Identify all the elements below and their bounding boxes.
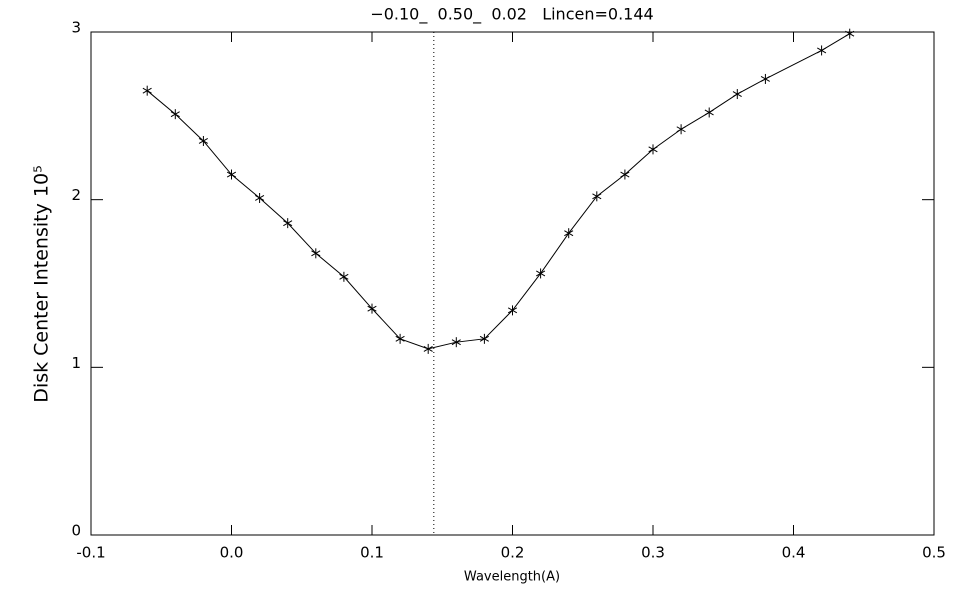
x-tick-label: 0.5 (922, 544, 946, 562)
asterisk-marker (592, 191, 602, 202)
x-tick-label: 0.1 (360, 544, 384, 562)
asterisk-marker (395, 333, 405, 344)
asterisk-marker (170, 109, 180, 120)
marker-stroke (339, 273, 349, 280)
marker-stroke (620, 171, 630, 178)
marker-stroke (423, 345, 433, 352)
x-tick-label: 0.4 (782, 544, 806, 562)
marker-stroke (564, 230, 574, 237)
chart-title: −0.10_ 0.50_ 0.02 Lincen=0.144 (370, 5, 653, 25)
asterisk-marker (507, 305, 518, 316)
marker-stroke (367, 305, 377, 312)
y-tick-label: 0 (71, 522, 81, 540)
marker-stroke (732, 91, 742, 97)
asterisk-marker (367, 303, 377, 314)
marker-stroke (283, 220, 293, 227)
x-tick-label: 0.2 (501, 544, 525, 562)
marker-stroke (198, 138, 208, 144)
marker-stroke (142, 87, 152, 94)
asterisk-marker (760, 73, 770, 84)
asterisk-marker (704, 107, 714, 118)
marker-stroke (760, 76, 770, 82)
asterisk-marker (479, 333, 489, 344)
asterisk-marker (536, 268, 546, 279)
marker-stroke (311, 250, 321, 257)
asterisk-marker (676, 124, 686, 135)
x-tick-label: -0.1 (76, 544, 105, 562)
asterisk-marker (198, 135, 208, 146)
y-axis-label: Disk Center Intensity 10⁵ (31, 165, 53, 402)
y-tick-label: 3 (71, 19, 81, 37)
asterisk-marker (620, 169, 630, 180)
asterisk-marker (339, 271, 349, 282)
asterisk-marker (845, 28, 855, 39)
marker-stroke (507, 307, 518, 314)
marker-stroke (845, 30, 855, 37)
asterisk-marker (817, 45, 827, 56)
y-tick-label: 1 (71, 354, 81, 372)
y-tick-label: 2 (71, 186, 81, 204)
asterisk-marker (226, 169, 237, 180)
x-axis-label: Wavelength(A) (464, 570, 560, 585)
asterisk-marker (423, 343, 433, 354)
asterisk-marker (564, 228, 574, 239)
asterisk-marker (732, 89, 742, 100)
asterisk-marker (142, 85, 152, 96)
marker-stroke (479, 335, 489, 342)
asterisk-marker (283, 218, 293, 229)
marker-stroke (451, 339, 461, 346)
x-tick-label: 0.0 (220, 544, 244, 562)
asterisk-marker (451, 337, 461, 348)
marker-stroke (676, 126, 686, 133)
marker-stroke (592, 193, 602, 200)
marker-stroke (817, 47, 827, 54)
asterisk-marker (311, 248, 321, 259)
marker-stroke (226, 171, 237, 178)
marker-stroke (395, 335, 405, 342)
asterisk-marker (255, 192, 265, 203)
marker-stroke (536, 270, 546, 277)
marker-stroke (648, 146, 658, 153)
marker-stroke (704, 109, 714, 116)
asterisk-marker (648, 144, 658, 155)
marker-stroke (170, 111, 180, 118)
x-tick-label: 0.3 (641, 544, 665, 562)
marker-stroke (255, 195, 265, 201)
